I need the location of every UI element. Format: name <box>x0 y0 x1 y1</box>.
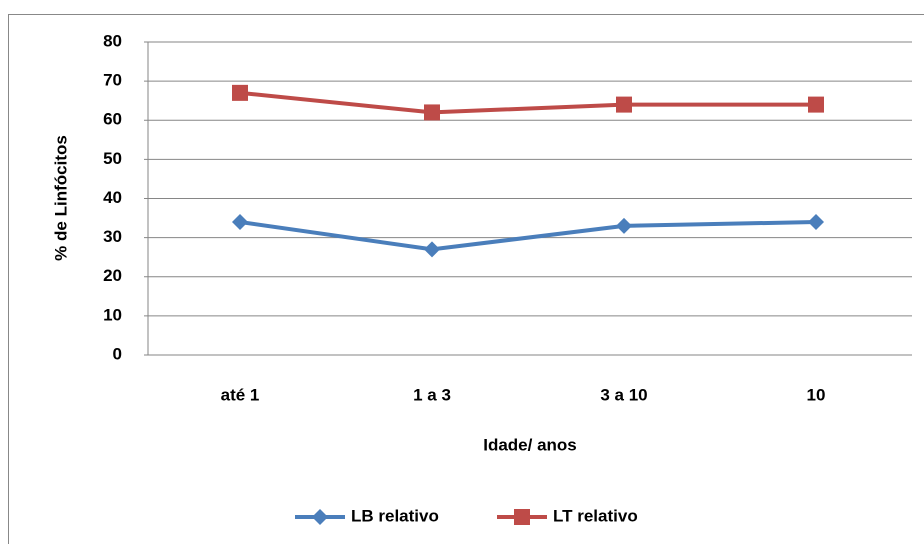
y-tick-label: 60 <box>103 110 122 129</box>
series-line <box>239 90 816 115</box>
y-tick-label: 30 <box>103 227 122 246</box>
x-tick-label: 3 a 10 <box>600 385 647 404</box>
y-tick-label: 40 <box>103 188 122 207</box>
x-tick-label: 1 a 3 <box>413 385 451 404</box>
y-tick-label: 70 <box>103 71 122 90</box>
legend-label: LT relativo <box>553 506 638 525</box>
y-tick-label: 80 <box>103 31 122 50</box>
marker <box>424 241 440 258</box>
legend-label: LB relativo <box>351 506 439 525</box>
marker <box>232 84 248 101</box>
x-axis-label: Idade/ anos <box>483 435 577 454</box>
chart-border <box>8 14 924 544</box>
marker <box>232 213 248 230</box>
y-tick-label: 50 <box>103 149 122 168</box>
x-tick-label: 10 <box>807 385 826 404</box>
y-tick-label: 20 <box>103 266 122 285</box>
y-tick-label: 0 <box>113 344 122 363</box>
marker <box>808 213 824 230</box>
marker <box>424 104 440 121</box>
marker <box>616 217 632 234</box>
marker <box>808 96 824 113</box>
marker <box>616 96 632 113</box>
marker <box>514 509 530 525</box>
y-axis-label: % de Linfócitos <box>51 135 70 261</box>
marker <box>312 509 328 525</box>
y-tick-label: 10 <box>103 305 122 324</box>
series-line <box>239 219 817 252</box>
x-tick-label: até 1 <box>221 385 260 404</box>
